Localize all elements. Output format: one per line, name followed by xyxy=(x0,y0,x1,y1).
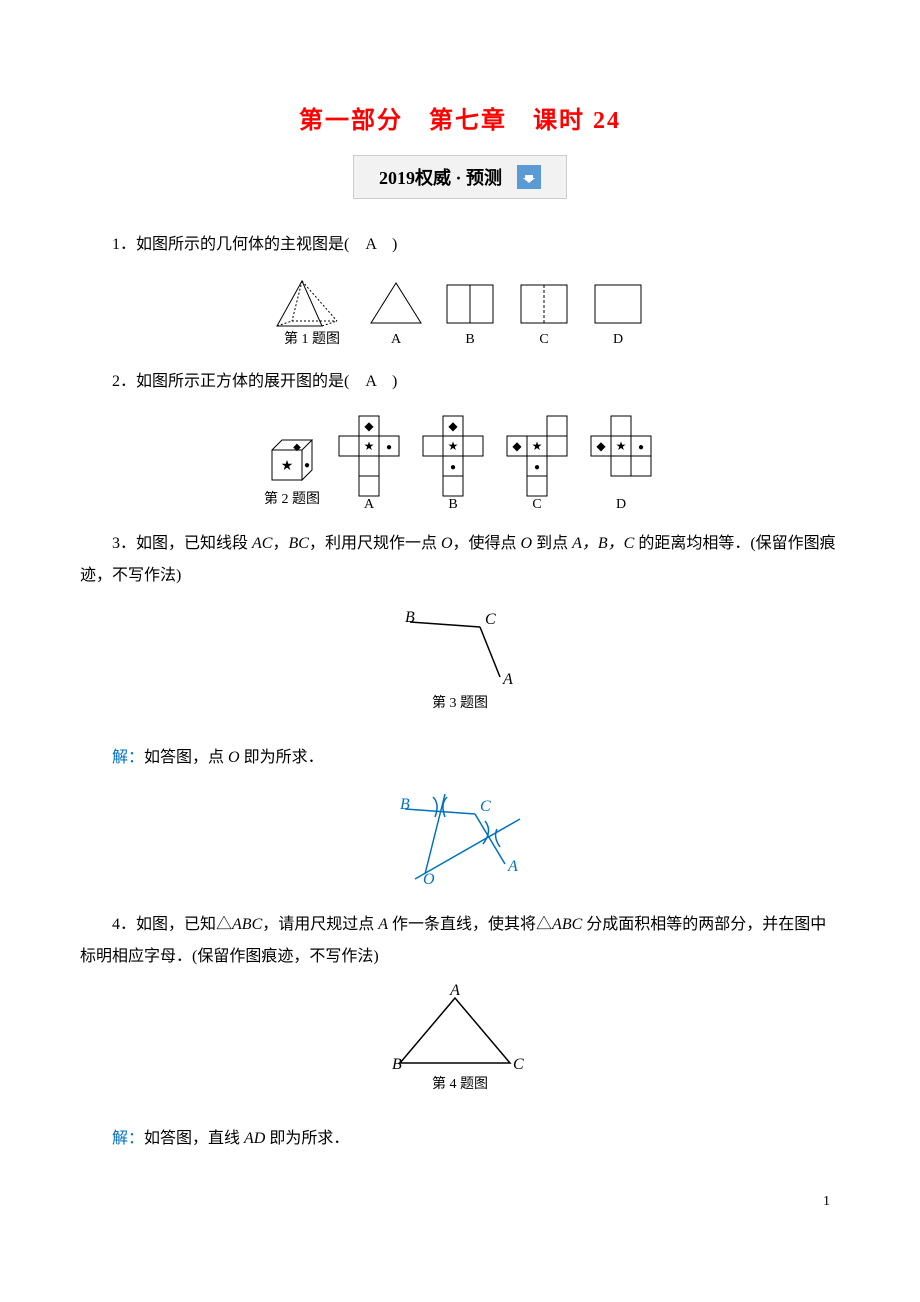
q2-figures: ★ ◆ ● 第 2 题图 ◆ ★ ● A ◆ ★ ● B xyxy=(80,408,840,508)
q4-figure: A B C 第 4 题图 xyxy=(80,983,840,1093)
q3-text-d: 到点 xyxy=(532,535,572,552)
q4-text-c: 作一条直线，使其将△ xyxy=(388,916,552,933)
star-icon: ★ xyxy=(616,439,627,453)
q1-opt-c: C xyxy=(509,271,579,346)
q2-label-d: D xyxy=(616,497,626,508)
q4-abc1: ABC xyxy=(232,916,262,933)
q3-sol-prefix: 解： xyxy=(112,749,144,766)
q1-opt-b: B xyxy=(435,271,505,346)
q1-caption: 第 1 题图 xyxy=(284,330,340,346)
q2-opt-d: ◆ ★ ● D xyxy=(583,408,663,508)
diamond-icon: ◆ xyxy=(364,419,374,433)
q2-cube: ★ ◆ ● 第 2 题图 xyxy=(257,408,327,508)
q1-opt-d: D xyxy=(583,271,653,346)
q4-solution: 解：如答图，直线 AD 即为所求． xyxy=(80,1123,840,1155)
q3-sol-o: O xyxy=(228,749,240,766)
q2-label-b: B xyxy=(448,497,457,508)
star-icon: ★ xyxy=(532,439,543,453)
circle-icon: ● xyxy=(638,442,644,453)
question-4: 4．如图，已知△ABC，请用尺规过点 A 作一条直线，使其将△ABC 分成面积相… xyxy=(80,909,840,973)
q4-sol-b: 即为所求． xyxy=(265,1130,349,1147)
q3a-A: A xyxy=(507,858,518,875)
banner-box: 2019权威 · 预测 xyxy=(353,155,567,199)
q3-solution: 解：如答图，点 O 即为所求． xyxy=(80,742,840,774)
q3-bc: BC xyxy=(288,535,308,552)
q4-sol-ad: AD xyxy=(244,1130,265,1147)
q1-label-d: D xyxy=(613,332,623,346)
q3-C: C xyxy=(485,611,496,628)
star-icon: ★ xyxy=(448,439,459,453)
q4-a: A xyxy=(378,916,388,933)
q3-ac: AC xyxy=(252,535,272,552)
q1-figures: 第 1 题图 A B C D xyxy=(80,271,840,346)
q2-opt-a: ◆ ★ ● A xyxy=(331,408,411,508)
diamond-icon: ◆ xyxy=(512,439,522,453)
q2-label-c: C xyxy=(532,497,541,508)
q4-sol-prefix: 解： xyxy=(112,1130,144,1147)
banner-text: 2019权威 · 预测 xyxy=(379,164,502,190)
q4-abc2: ABC xyxy=(552,916,582,933)
q1-opt-a: A xyxy=(361,271,431,346)
q3-sol-a: 如答图，点 xyxy=(144,749,228,766)
q4-A: A xyxy=(449,983,460,999)
q3-abc: A，B，C xyxy=(572,535,634,552)
q3-text-c: ，使得点 xyxy=(453,535,521,552)
diamond-icon: ◆ xyxy=(448,419,458,433)
circle-icon: ● xyxy=(386,442,392,453)
q3a-B: B xyxy=(400,796,410,813)
page-title: 第一部分 第七章 课时 24 xyxy=(80,100,840,135)
q1-label-a: A xyxy=(391,332,402,346)
q3-text-a: 3．如图，已知线段 xyxy=(112,535,252,552)
q3-sol-b: 即为所求． xyxy=(240,749,324,766)
down-arrow-icon xyxy=(517,165,541,189)
q3a-O: O xyxy=(423,871,435,888)
q3-o2: O xyxy=(521,535,533,552)
q3-o: O xyxy=(441,535,453,552)
diamond-icon: ◆ xyxy=(596,439,606,453)
question-1: 1．如图所示的几何体的主视图是( A ) xyxy=(80,229,840,261)
q1-label-c: C xyxy=(539,332,548,346)
q3-B: B xyxy=(405,609,415,626)
q4-caption: 第 4 题图 xyxy=(432,1075,488,1092)
q4-C: C xyxy=(513,1056,524,1073)
q2-opt-c: ◆ ★ ● C xyxy=(499,408,579,508)
q4-B: B xyxy=(392,1056,402,1073)
circle-icon: ● xyxy=(534,462,540,473)
q3-A: A xyxy=(502,671,513,688)
q1-solid: 第 1 题图 xyxy=(267,271,357,346)
q3-figure: B C A 第 3 题图 xyxy=(80,602,840,712)
q1-label-b: B xyxy=(465,332,474,346)
q4-text-b: ，请用尺规过点 xyxy=(262,916,378,933)
question-2: 2．如图所示正方体的展开图的是( A ) xyxy=(80,366,840,398)
q3-caption: 第 3 题图 xyxy=(432,694,488,711)
page-number: 1 xyxy=(823,1194,830,1210)
diamond-icon: ◆ xyxy=(293,442,301,453)
banner: 2019权威 · 预测 xyxy=(80,155,840,199)
circle-icon: ● xyxy=(450,462,456,473)
q3a-C: C xyxy=(480,798,491,815)
star-icon: ★ xyxy=(364,439,375,453)
q4-text-a: 4．如图，已知△ xyxy=(112,916,232,933)
star-icon: ★ xyxy=(281,459,294,474)
q3-answer-figure: B C A O xyxy=(80,789,840,889)
question-3: 3．如图，已知线段 AC，BC，利用尺规作一点 O，使得点 O 到点 A，B，C… xyxy=(80,528,840,592)
q2-label-a: A xyxy=(364,497,375,508)
q2-opt-b: ◆ ★ ● B xyxy=(415,408,495,508)
q4-sol-a: 如答图，直线 xyxy=(144,1130,244,1147)
q2-caption: 第 2 题图 xyxy=(264,490,320,507)
q3-text-b: ，利用尺规作一点 xyxy=(309,535,441,552)
circle-icon: ● xyxy=(304,460,310,471)
